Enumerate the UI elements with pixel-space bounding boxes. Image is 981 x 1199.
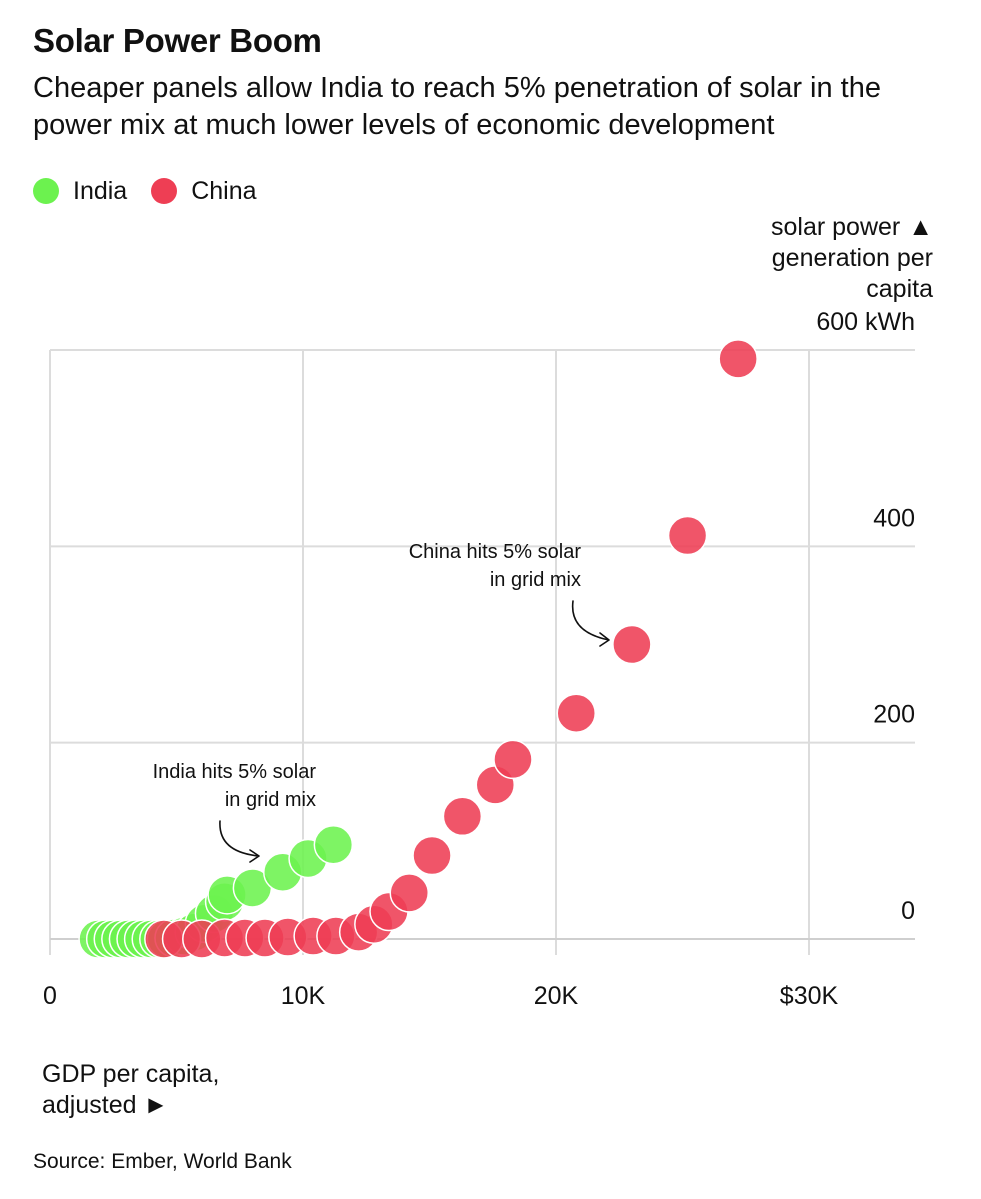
y-axis-label-line-2: generation per [771,244,933,272]
x-tick-label-20000: 20K [534,982,579,1010]
y-axis-label-line-1: solar power [771,213,901,241]
india-annotation-arrow [219,820,260,863]
y-tick-label-400: 400 [873,504,915,532]
china-data-point [667,515,708,556]
legend-item-india: India [33,177,127,206]
source-note: Source: Ember, World Bank [33,1150,292,1173]
x-tick-label-10000: 10K [281,982,326,1010]
right-triangle-icon: ► [143,1091,169,1119]
y-tick-label-600: 600 kWh [816,308,915,336]
china-data-point [612,624,652,665]
chart-subtitle: Cheaper panels allow India to reach 5% p… [33,72,881,141]
y-axis-label-line-3: capita [866,275,933,303]
y-axis-label: solar power ▲ generation per capita [673,212,933,305]
y-tick-label-0: 0 [901,897,915,925]
china-data-point [718,339,758,379]
legend-item-china: China [151,176,257,206]
india-data-point [313,825,354,865]
legend-label-india: India [73,176,128,205]
china-data-point [442,796,483,837]
india-annotation-text-line-2: in grid mix [225,789,316,811]
y-tick-label-200: 200 [873,701,915,729]
china-data-point [556,693,596,733]
x-axis-label-line-2: adjusted [42,1091,137,1119]
chart-title: Solar Power Boom [33,22,322,59]
china-annotation-text-line-1: China hits 5% solar [409,541,582,563]
x-tick-label-30000: $30K [780,982,839,1010]
up-triangle-icon: ▲ [908,213,933,241]
legend-dot-china [151,178,178,204]
legend-label-china: China [191,176,257,205]
china-data-point [493,739,533,780]
legend-dot-india [33,178,59,204]
x-tick-label-0: 0 [43,982,57,1010]
scatter-plot: 0 10K 20K $30K 0 200 400 600 kWh India hits 5% s… [43,308,915,1010]
china-data-point [389,873,430,913]
india-annotation-text-line-1: India hits 5% solar [153,761,317,783]
legend: India China [33,174,281,208]
china-annotation-arrow [571,600,610,647]
series-china [144,339,758,959]
china-annotation-text-line-2: in grid mix [490,569,581,591]
x-axis-label: GDP per capita, adjusted ► [42,1059,219,1121]
china-data-point [412,835,452,876]
x-axis-label-line-1: GDP per capita, [42,1060,220,1088]
